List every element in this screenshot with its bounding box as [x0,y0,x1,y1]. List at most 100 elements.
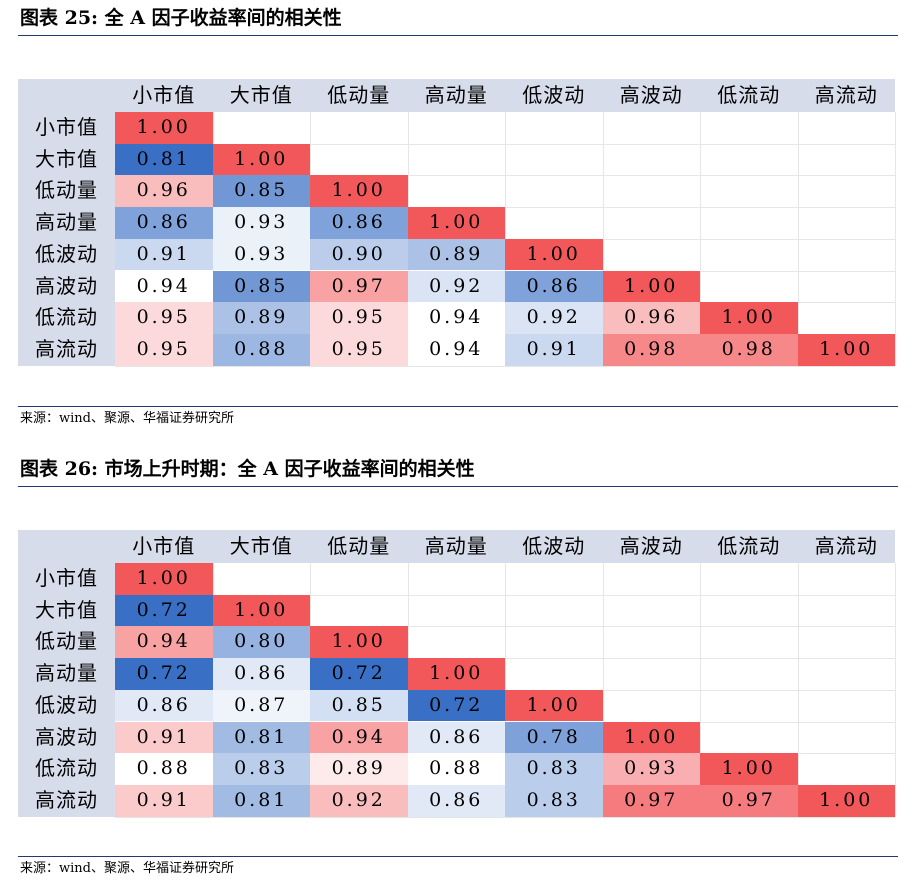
row-header: 高动量 [35,210,98,235]
correlation-cell: 1.00 [310,175,408,208]
correlation-cell: 0.94 [115,270,213,303]
correlation-cell: 0.97 [602,784,700,817]
correlation-cell: 0.93 [212,238,310,271]
correlation-cell: 0.86 [115,689,213,722]
column-header: 高流动 [814,83,878,107]
correlation-cell: 0.81 [115,143,213,176]
correlation-cell: 0.95 [115,333,213,366]
correlation-cell: 0.83 [505,784,603,817]
column-header: 高流动 [814,534,878,558]
column-header: 高波动 [619,83,683,107]
column-header: 高动量 [424,534,488,558]
row-header: 高动量 [35,661,98,686]
correlation-cell: 1.00 [797,784,895,817]
column-header: 低波动 [522,83,586,107]
correlation-cell: 0.95 [310,302,408,334]
correlation-cell: 0.81 [212,721,310,754]
grid-line [115,658,895,660]
correlation-cell: 0.93 [212,207,310,239]
table-title: 图表 26: 市场上升时期：全 A 因子收益率间的相关性 [20,458,475,480]
correlation-cell: 1.00 [797,333,895,366]
source-rule [18,856,898,857]
correlation-cell: 0.94 [407,333,505,366]
row-header: 小市值 [35,115,98,139]
source-note: 来源：wind、聚源、华福证券研究所 [20,411,234,426]
row-header: 高流动 [35,787,98,812]
correlation-cell: 0.88 [115,753,213,785]
correlation-cell: 0.91 [115,721,213,754]
row-header: 低动量 [35,178,98,203]
row-header: 小市值 [35,566,98,590]
correlation-cell: 0.86 [310,207,408,239]
title-rule [18,35,898,36]
correlation-cell: 0.72 [407,689,505,722]
correlation-cell: 0.72 [310,658,408,690]
correlation-cell: 0.85 [212,270,310,303]
row-header-band [18,112,115,366]
correlation-cell: 0.89 [407,238,505,271]
row-header: 高波动 [35,724,98,749]
row-header: 低波动 [35,241,98,266]
header-band [18,530,895,563]
column-header: 低波动 [522,534,586,558]
correlation-cell: 1.00 [505,238,603,271]
correlation-cell: 0.97 [310,270,408,303]
row-header-band [18,563,115,817]
correlation-cell: 0.96 [115,175,213,208]
correlation-cell: 0.94 [115,626,213,659]
column-header: 低流动 [717,83,781,107]
column-header: 大市值 [229,534,293,558]
correlation-cell: 0.93 [602,753,700,785]
row-header: 低流动 [35,756,98,781]
column-header: 小市值 [132,83,196,107]
correlation-cell: 0.89 [212,302,310,334]
column-header: 低动量 [327,83,391,107]
row-header: 大市值 [35,146,98,171]
correlation-cell: 0.91 [115,784,213,817]
column-header: 小市值 [132,534,196,558]
column-header: 高动量 [424,83,488,107]
correlation-cell: 0.98 [700,333,798,366]
correlation-cell: 1.00 [115,112,213,144]
correlation-cell: 0.83 [505,753,603,785]
correlation-cell: 0.96 [602,302,700,334]
correlation-cell: 1.00 [310,626,408,659]
correlation-cell: 0.92 [407,270,505,303]
correlation-cell: 0.88 [407,753,505,785]
correlation-cell: 1.00 [602,721,700,754]
correlation-cell: 1.00 [407,658,505,690]
grid-line [115,143,895,145]
row-header: 高流动 [35,336,98,361]
column-header: 高波动 [619,534,683,558]
grid-line [115,594,895,596]
correlation-cell: 1.00 [212,143,310,176]
row-header: 低动量 [35,629,98,654]
correlation-cell: 0.86 [115,207,213,239]
table-title: 图表 25: 全 A 因子收益率间的相关性 [20,7,342,29]
correlation-cell: 0.88 [212,333,310,366]
row-header: 低流动 [35,305,98,330]
correlation-cell: 0.98 [602,333,700,366]
correlation-cell: 0.86 [212,658,310,690]
correlation-matrix: 小市值 大市值 低动量 高动量 低波动 高波动 低流动 高流动 小市值 1.00 大市值 0.72 1.… [18,530,896,818]
grid-line [115,365,895,367]
grid-line [115,816,895,818]
grid-line [115,175,895,177]
correlation-cell: 0.86 [407,784,505,817]
correlation-cell: 0.89 [310,753,408,785]
correlation-cell: 0.83 [212,753,310,785]
grid-line [895,563,896,817]
correlation-cell: 0.78 [505,721,603,754]
correlation-cell: 0.86 [505,270,603,303]
correlation-cell: 1.00 [602,270,700,303]
correlation-matrix: 小市值 大市值 低动量 高动量 低波动 高波动 低流动 高流动 小市值 1.00 大市值 0.81 1.… [18,79,896,367]
column-header: 低动量 [327,534,391,558]
correlation-cell: 0.92 [310,784,408,817]
correlation-cell: 0.86 [407,721,505,754]
correlation-cell: 1.00 [115,563,213,595]
correlation-cell: 1.00 [505,689,603,722]
correlation-cell: 0.97 [700,784,798,817]
correlation-cell: 0.94 [407,302,505,334]
source-note: 来源：wind、聚源、华福证券研究所 [20,861,234,876]
column-header: 低流动 [717,534,781,558]
